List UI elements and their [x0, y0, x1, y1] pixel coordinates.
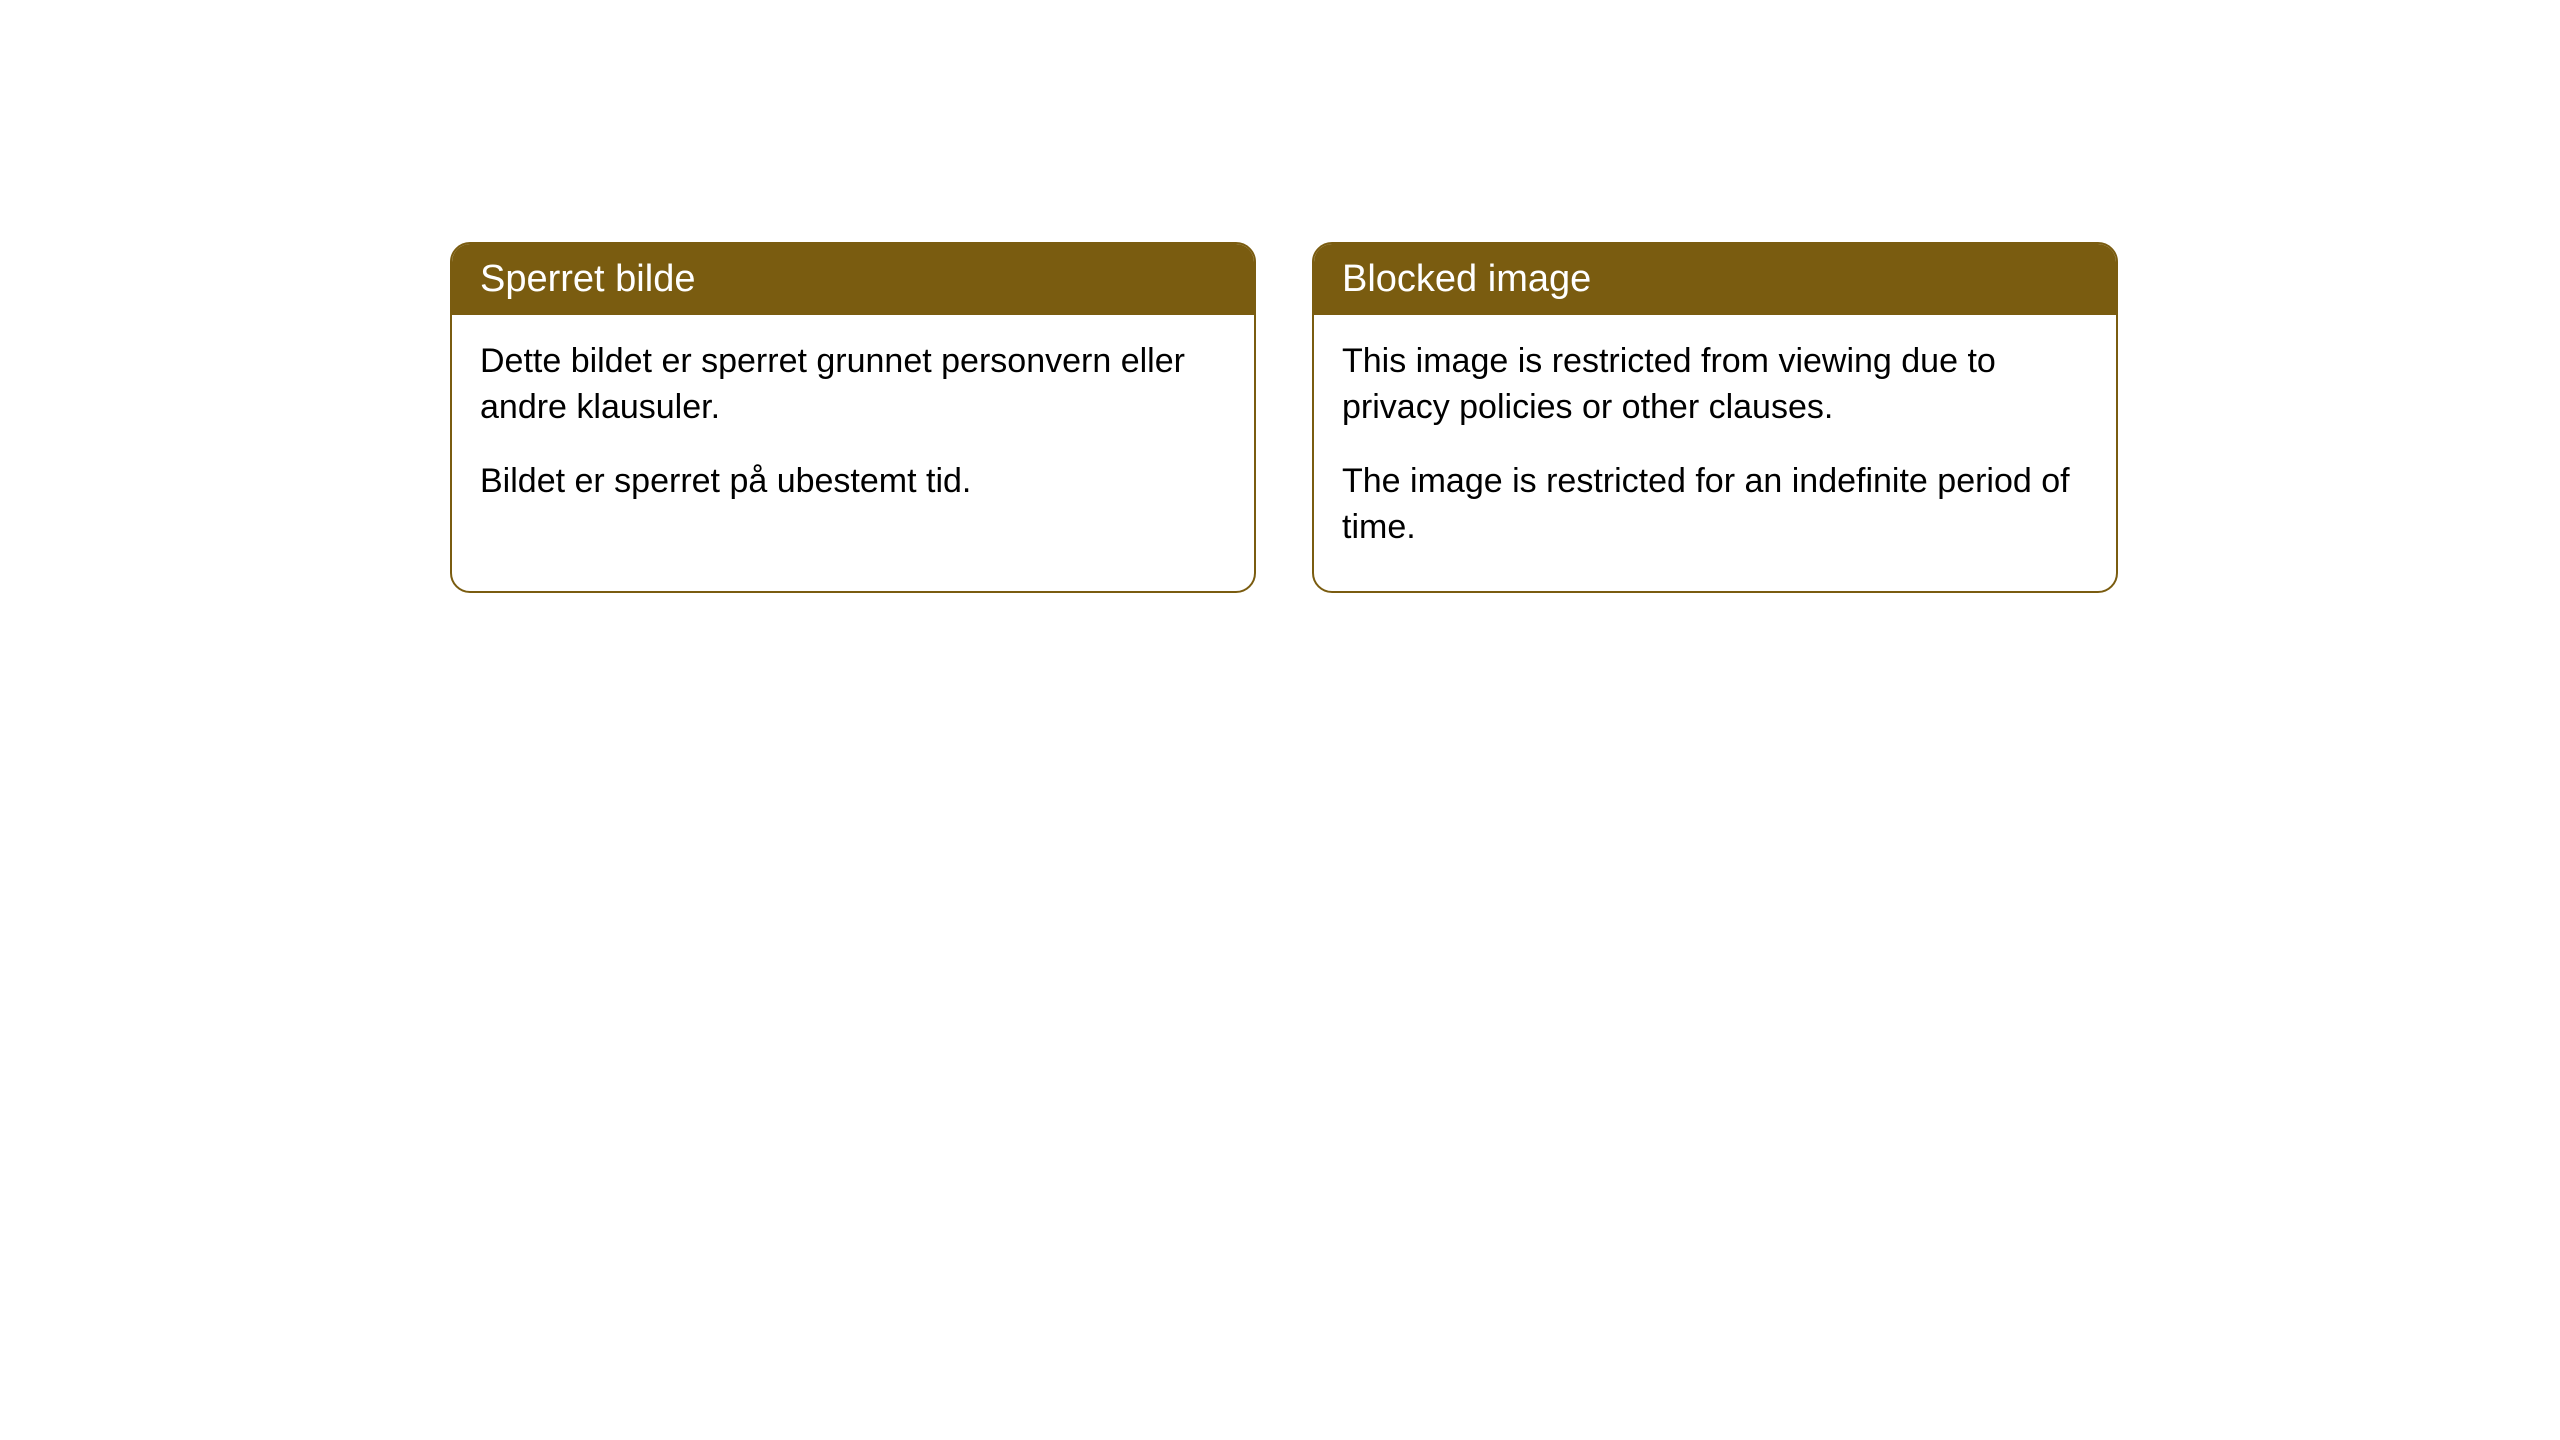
card-header: Blocked image — [1314, 244, 2116, 315]
card-header: Sperret bilde — [452, 244, 1254, 315]
notice-cards-container: Sperret bilde Dette bildet er sperret gr… — [0, 0, 2560, 593]
card-paragraph: Dette bildet er sperret grunnet personve… — [480, 339, 1226, 431]
card-paragraph: This image is restricted from viewing du… — [1342, 339, 2088, 431]
card-body: Dette bildet er sperret grunnet personve… — [452, 315, 1254, 545]
notice-card-norwegian: Sperret bilde Dette bildet er sperret gr… — [450, 242, 1256, 593]
card-title: Blocked image — [1342, 258, 1591, 300]
notice-card-english: Blocked image This image is restricted f… — [1312, 242, 2118, 593]
card-paragraph: Bildet er sperret på ubestemt tid. — [480, 459, 1226, 505]
card-paragraph: The image is restricted for an indefinit… — [1342, 459, 2088, 551]
card-body: This image is restricted from viewing du… — [1314, 315, 2116, 591]
card-title: Sperret bilde — [480, 258, 695, 300]
